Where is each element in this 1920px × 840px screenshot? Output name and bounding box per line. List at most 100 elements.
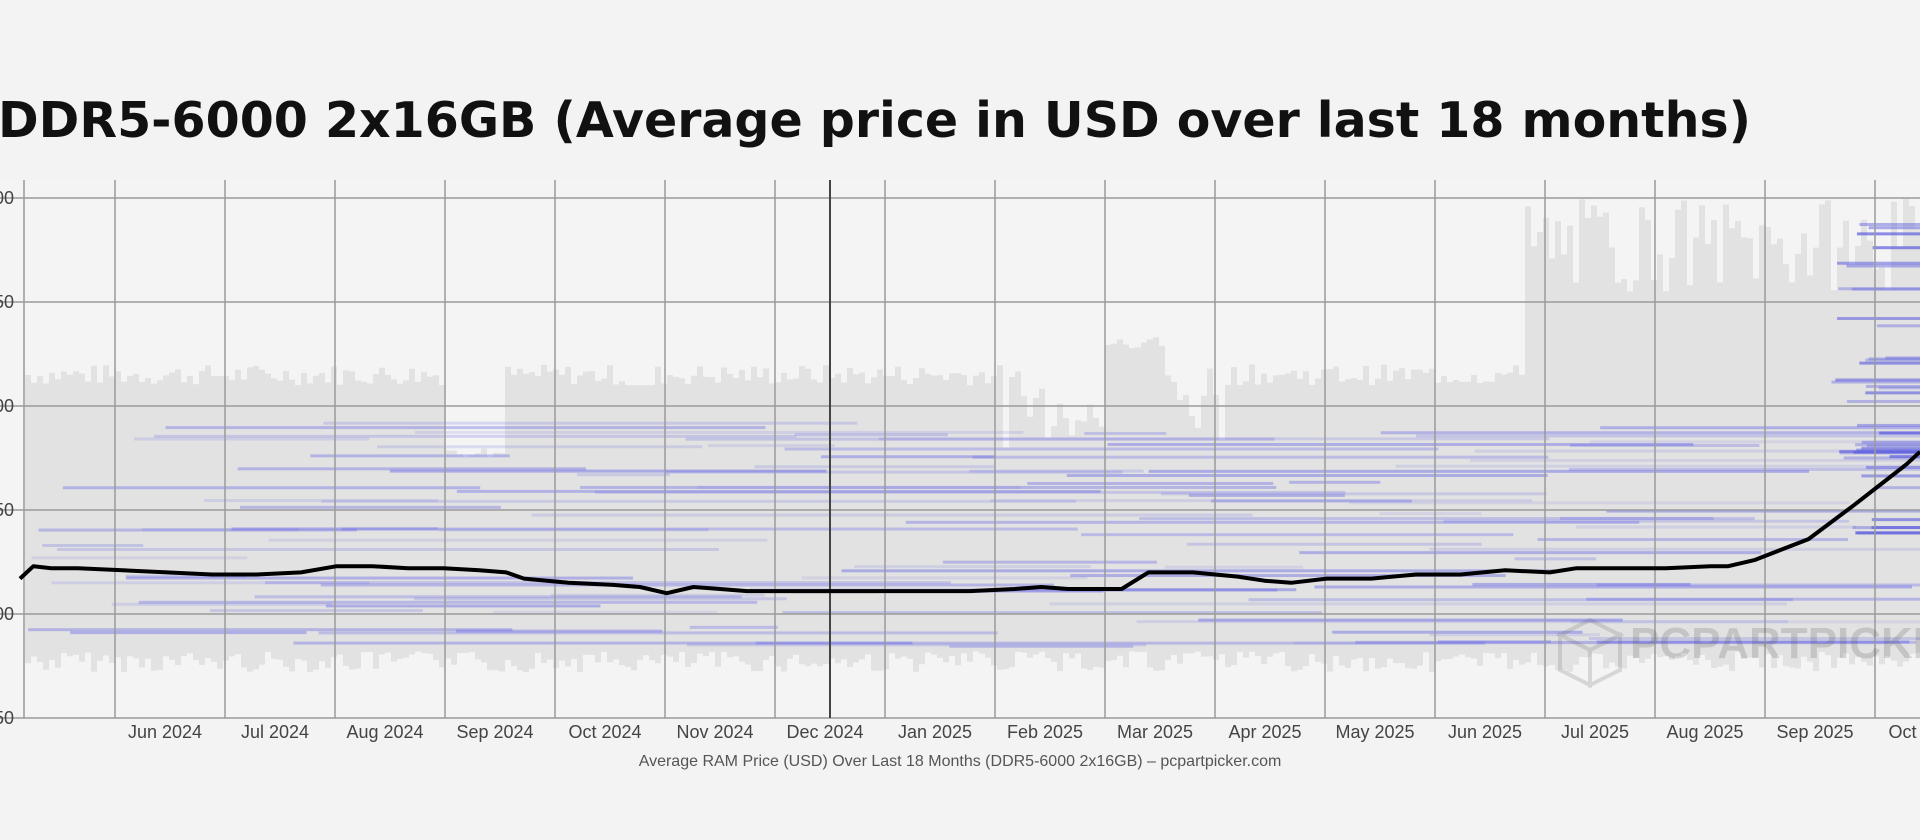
range-bar xyxy=(1369,385,1375,659)
price-band xyxy=(1186,542,1482,546)
range-bar xyxy=(1057,403,1063,672)
price-band xyxy=(1470,458,1920,462)
price-band xyxy=(1514,557,1597,561)
range-bar xyxy=(259,369,265,665)
price-band xyxy=(492,610,717,614)
x-tick-label: Aug 2024 xyxy=(346,722,423,742)
price-band xyxy=(801,576,1088,580)
price-range-layer xyxy=(25,199,1920,673)
range-bar xyxy=(1129,348,1135,652)
price-band xyxy=(1569,443,1760,447)
price-band xyxy=(990,499,1533,503)
price-band xyxy=(1395,464,1920,468)
range-bar xyxy=(1237,385,1243,652)
y-tick-label: 200 xyxy=(0,396,14,416)
range-bar xyxy=(343,370,349,666)
price-band xyxy=(1868,226,1920,230)
watermark-text: PCPARTPICKER xyxy=(1630,619,1920,668)
range-bar xyxy=(1039,388,1045,652)
x-tick-label: Nov 2024 xyxy=(676,722,753,742)
range-bar xyxy=(85,381,91,653)
range-bar xyxy=(1705,243,1711,661)
range-bar xyxy=(649,385,655,661)
range-bar xyxy=(769,383,775,656)
range-bar xyxy=(1537,231,1543,666)
range-bar xyxy=(97,382,103,661)
range-bar xyxy=(1285,373,1291,667)
price-band xyxy=(1855,443,1920,447)
range-bar xyxy=(973,375,979,652)
range-bar xyxy=(1111,343,1117,661)
page-title: DDR5-6000 2x16GB (Average price in USD o… xyxy=(0,92,1752,149)
y-tick-label: 50 xyxy=(0,708,14,728)
range-bar xyxy=(37,375,43,662)
price-band xyxy=(1136,620,1789,624)
range-bar xyxy=(397,383,403,659)
range-bar xyxy=(715,382,721,667)
price-band xyxy=(1198,618,1623,622)
range-bar xyxy=(487,456,493,671)
range-bar xyxy=(1207,368,1213,657)
range-bar xyxy=(211,376,217,662)
price-band xyxy=(782,611,1322,615)
range-bar xyxy=(877,369,883,671)
price-band xyxy=(1429,547,1920,551)
price-band xyxy=(1084,431,1167,435)
range-bar xyxy=(955,373,961,666)
range-bar xyxy=(1219,439,1225,655)
price-band xyxy=(949,644,1134,648)
price-band xyxy=(972,455,1549,459)
range-bar xyxy=(577,375,583,673)
price-band xyxy=(28,628,513,632)
range-bar xyxy=(133,373,139,659)
range-bar xyxy=(313,375,319,670)
range-bar xyxy=(1381,364,1387,668)
range-bar xyxy=(943,380,949,663)
range-bar xyxy=(613,384,619,660)
range-bar xyxy=(1663,291,1669,657)
range-bar xyxy=(1345,379,1351,669)
price-band xyxy=(31,556,248,560)
range-bar xyxy=(913,377,919,672)
range-bar xyxy=(763,368,769,661)
price-band xyxy=(1066,474,1548,478)
price-band xyxy=(1293,641,1889,645)
price-band xyxy=(1851,287,1920,291)
range-bar xyxy=(1567,225,1573,672)
price-band xyxy=(265,581,951,585)
range-bar xyxy=(1003,447,1009,669)
x-axis-ticks: Jun 2024 Jul 2024 Aug 2024 Sep 2024 Oct 2024… xyxy=(128,722,1920,742)
range-bar xyxy=(505,366,511,661)
price-band xyxy=(1876,324,1920,328)
y-tick-label: 100 xyxy=(0,604,14,624)
range-bar xyxy=(73,371,79,655)
range-bar xyxy=(151,383,157,671)
range-bar xyxy=(1861,219,1867,662)
price-band xyxy=(138,600,758,604)
range-bar xyxy=(1477,383,1483,666)
price-band xyxy=(438,528,709,532)
range-bar xyxy=(739,369,745,662)
x-tick-label: Jul 2025 xyxy=(1561,722,1629,742)
x-tick-label: Sep 2025 xyxy=(1776,722,1853,742)
x-tick-label: Jan 2025 xyxy=(898,722,972,742)
price-band xyxy=(1865,384,1920,388)
price-band xyxy=(1164,565,1304,569)
range-bar xyxy=(631,385,637,671)
price-band xyxy=(310,454,510,458)
range-bar xyxy=(1759,225,1765,668)
range-bar xyxy=(655,366,661,664)
price-band xyxy=(794,433,948,437)
range-bar xyxy=(1501,374,1507,654)
price-band xyxy=(1872,246,1920,250)
price-band xyxy=(1571,620,1920,624)
range-bar xyxy=(1621,279,1627,669)
price-band xyxy=(1871,518,1920,522)
range-bar xyxy=(967,385,973,662)
price-band xyxy=(1081,533,1514,537)
range-bar xyxy=(1765,226,1771,655)
range-bar xyxy=(1183,395,1189,654)
range-bar xyxy=(1801,233,1807,657)
range-bar xyxy=(1711,220,1717,668)
range-bar xyxy=(181,382,187,657)
